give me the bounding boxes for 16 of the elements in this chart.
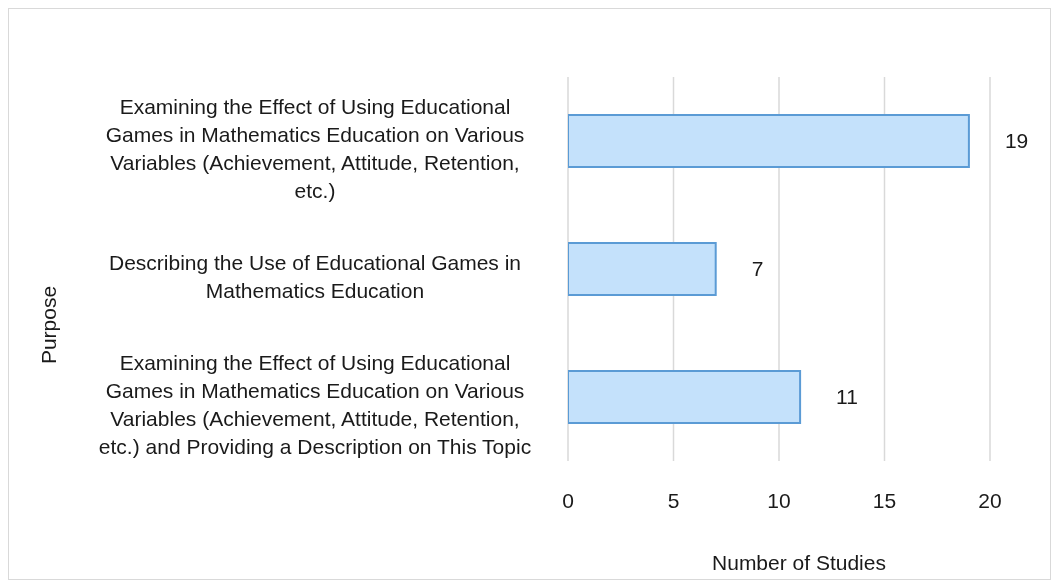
bar [568, 242, 717, 296]
data-label: 19 [1004, 129, 1029, 153]
x-tick-label: 20 [978, 488, 1002, 512]
y-axis-title: Purpose [36, 285, 60, 365]
x-tick-label: 15 [872, 488, 897, 512]
bar [568, 370, 802, 424]
y-tick-label: Examining the Effect of Using Educational Games in Mathematics Education on Various Variables (Achievement, Attitude, Retention, etc.) and Providing a Description on This Topic [98, 351, 532, 459]
bar [568, 114, 970, 168]
data-label: 7 [751, 257, 764, 281]
x-tick-label: 5 [667, 488, 680, 512]
x-tick-label: 10 [767, 488, 791, 512]
x-tick-label: 0 [562, 488, 574, 512]
y-tick-label: Examining the Effect of Using Educational Games in Mathematics Education on Various Variables (Achievement, Attitude, Retention, etc.) [105, 95, 525, 203]
data-label: 11 [836, 385, 858, 409]
x-axis-title: Number of Studies [712, 551, 886, 574]
y-tick-label: Describing the Use of Educational Games in Mathematics Education [108, 251, 522, 303]
